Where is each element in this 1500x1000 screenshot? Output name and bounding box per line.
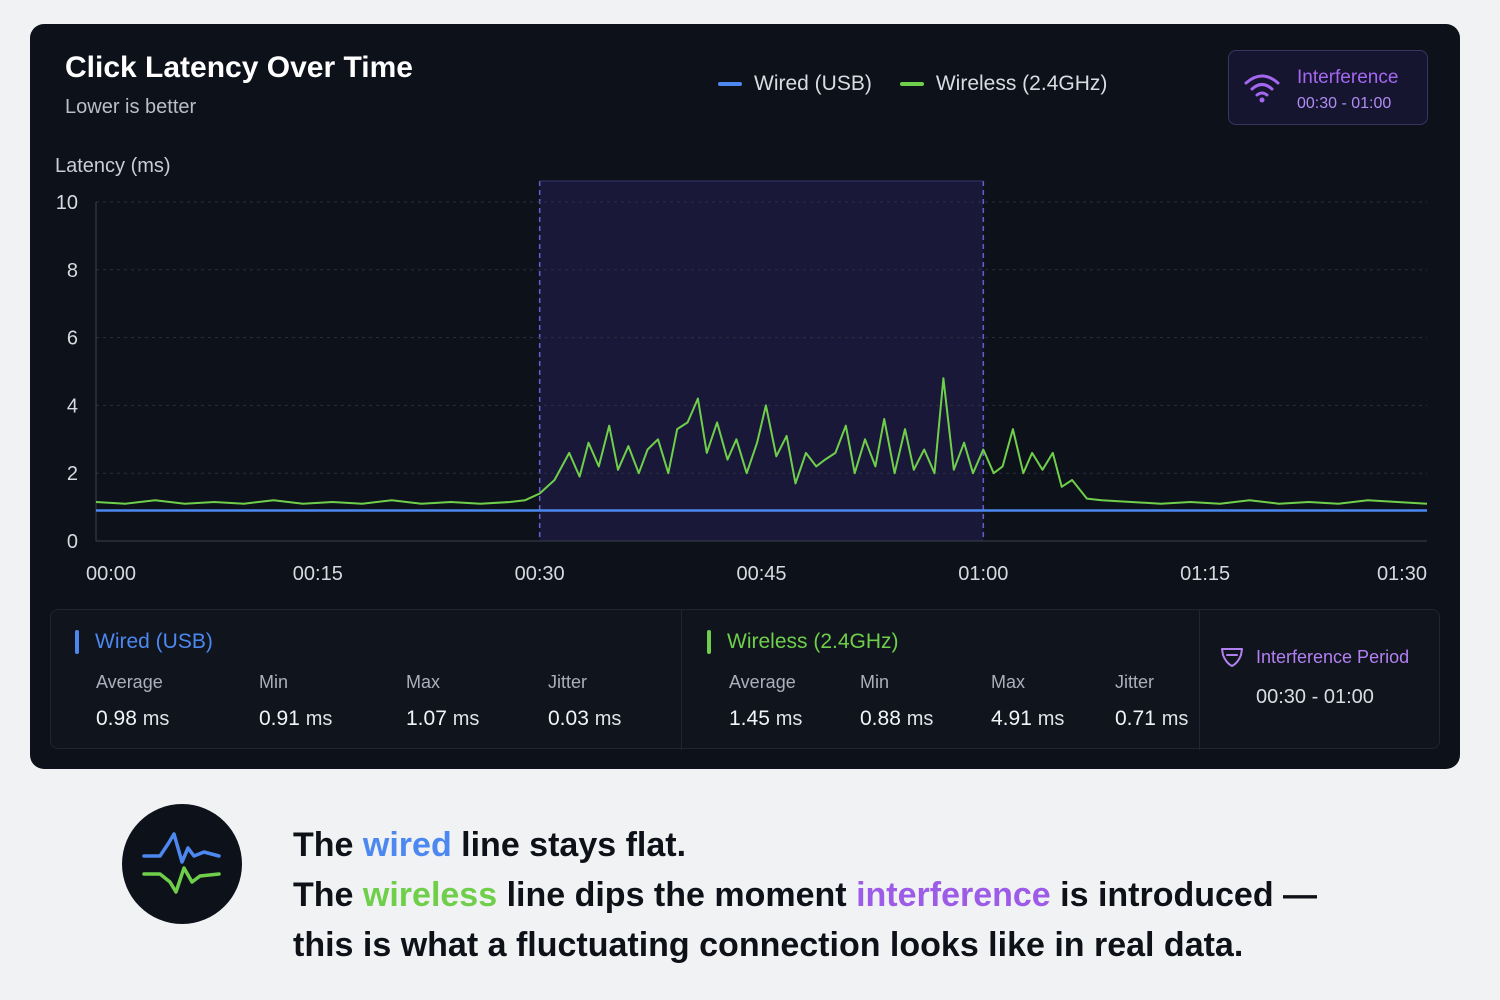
legend-label-wired: Wired (USB): [754, 72, 872, 95]
stats-wireless: Wireless (2.4GHz) Average 1.45 ms Min 0.…: [683, 610, 1199, 750]
interference-badge: Interference 00:30 - 01:00: [1228, 50, 1428, 125]
wifi-icon: [1244, 74, 1280, 103]
y-axis-label: Latency (ms): [55, 155, 171, 177]
metric-value: 1.45 ms: [729, 707, 803, 730]
shield-icon: [1221, 648, 1243, 667]
legend-label-wireless: Wireless (2.4GHz): [935, 72, 1108, 95]
stats-panel: Wired (USB) Average 0.98 ms Min 0.91 ms …: [50, 609, 1440, 750]
stats-divider: [1199, 610, 1200, 750]
metric-label: Max: [991, 672, 1026, 692]
stats-wireless-max: Max 4.91 ms: [991, 672, 1064, 731]
stats-divider: [681, 610, 682, 750]
stats-wireless-jitter: Jitter 0.71 ms: [1115, 672, 1188, 731]
metric-value: 4.91 ms: [991, 707, 1065, 730]
legend-item-wired: Wired (USB): [718, 72, 872, 96]
stats-wired-header: Wired (USB): [75, 630, 213, 654]
stats-wired: Wired (USB) Average 0.98 ms Min 0.91 ms …: [51, 610, 681, 750]
y-tick-label: 0: [67, 531, 78, 553]
metric-label: Average: [729, 672, 796, 692]
caption-wireless-word: wireless: [362, 876, 498, 914]
metric-value: 0.71 ms: [1115, 707, 1189, 730]
legend-swatch-wireless: [899, 82, 924, 86]
metric-value: 0.03 ms: [548, 707, 622, 730]
caption-wired-word: wired: [362, 826, 452, 864]
metric-label: Average: [96, 672, 163, 692]
metric-value: 1.07 ms: [406, 707, 480, 730]
x-tick-label: 01:00: [958, 563, 1008, 585]
caption-line-3: this is what a fluctuating connection lo…: [293, 926, 1244, 964]
caption: The wired line stays flat. The wireless …: [293, 820, 1317, 970]
x-tick-label: 01:15: [1180, 563, 1230, 585]
caption-line-1: The wired line stays flat.: [293, 826, 687, 864]
stats-wireless-min: Min 0.88 ms: [860, 672, 933, 731]
stats-wired-jitter: Jitter 0.03 ms: [548, 672, 621, 731]
interference-region: [539, 181, 984, 541]
stats-interference: Interference Period 00:30 - 01:00: [1200, 610, 1440, 750]
metric-label: Min: [860, 672, 890, 692]
line-chart: Latency (ms) 0 2 4 6 8 10 00:00 00:15 00:30 00:45 0…: [55, 155, 1428, 585]
y-tick-label: 10: [56, 192, 78, 214]
chart-card: Click Latency Over Time Lower is better …: [30, 24, 1460, 769]
badge-title: Interference: [1297, 67, 1399, 88]
y-tick-label: 8: [67, 260, 78, 282]
legend-swatch-wired: [718, 82, 742, 86]
metric-value: 0.88 ms: [860, 707, 934, 730]
metric-value: 0.91 ms: [259, 707, 333, 730]
stats-wired-max: Max 1.07 ms: [406, 672, 479, 731]
y-tick-label: 6: [67, 328, 78, 350]
metric-label: Jitter: [548, 672, 588, 692]
x-tick-label: 01:30: [1377, 563, 1427, 585]
stats-wireless-header: Wireless (2.4GHz): [707, 630, 899, 654]
series-line-wireless: [95, 377, 1428, 505]
badge-range: 00:30 - 01:00: [1297, 95, 1392, 112]
metric-label: Max: [406, 672, 441, 692]
chart-title: Click Latency Over Time: [65, 51, 413, 84]
stats-wired-min: Min 0.91 ms: [259, 672, 332, 731]
interference-period-label: Interference Period: [1256, 646, 1410, 667]
metric-label: Jitter: [1115, 672, 1155, 692]
chart-subtitle: Lower is better: [65, 96, 197, 118]
x-tick-label: 00:45: [736, 563, 786, 585]
y-tick-label: 2: [67, 463, 78, 485]
x-tick-label: 00:30: [515, 563, 565, 585]
metric-label: Min: [259, 672, 289, 692]
stats-wired-title: Wired (USB): [95, 630, 213, 653]
legend: Wired (USB) Wireless (2.4GHz): [718, 72, 1135, 96]
metric-value: 0.98 ms: [96, 707, 170, 730]
y-tick-label: 4: [67, 395, 78, 417]
interference-period-header: Interference Period: [1220, 646, 1409, 668]
x-tick-label: 00:15: [293, 563, 343, 585]
caption-interference-word: interference: [856, 876, 1051, 914]
stats-wired-average: Average 0.98 ms: [96, 672, 169, 731]
stats-wireless-average: Average 1.45 ms: [729, 672, 802, 731]
legend-item-wireless: Wireless (2.4GHz): [899, 72, 1108, 96]
pulse-icon: [122, 804, 242, 924]
caption-line-2: The wireless line dips the moment interf…: [293, 876, 1318, 914]
stats-wireless-title: Wireless (2.4GHz): [727, 630, 899, 653]
stats-wired-marker: [75, 630, 79, 654]
x-tick-label: 00:00: [86, 563, 136, 585]
stats-wireless-marker: [707, 630, 711, 654]
interference-period-range: 00:30 - 01:00: [1256, 686, 1374, 708]
